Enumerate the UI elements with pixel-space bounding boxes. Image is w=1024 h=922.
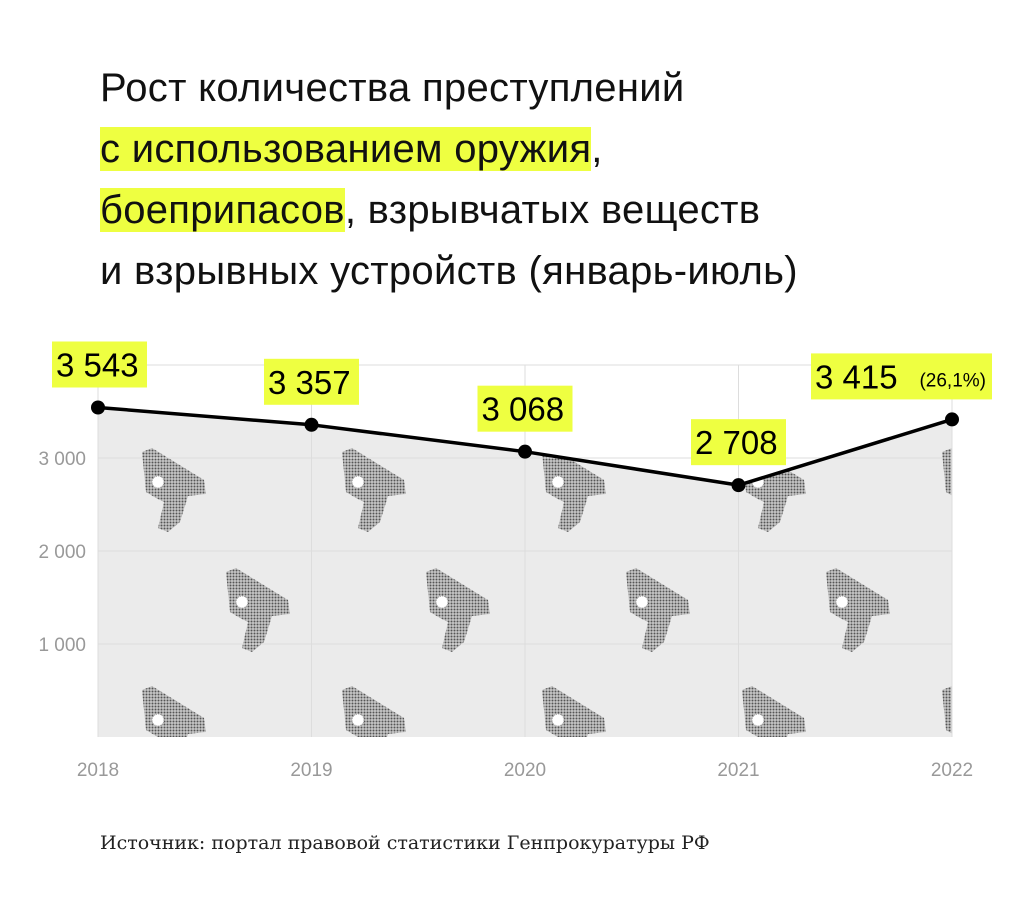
y-tick-label: 1 000	[38, 635, 86, 656]
data-point	[91, 400, 105, 415]
x-tick-label: 2019	[290, 760, 332, 781]
title-highlight: боеприпасов	[100, 188, 345, 232]
pistol-trigger-icon	[151, 475, 165, 489]
data-label-background	[52, 341, 147, 388]
pistol-trigger-icon	[435, 595, 449, 609]
pistol-trigger-icon	[151, 713, 165, 727]
pistol-trigger-icon	[235, 595, 249, 609]
title-text: Рост количества преступлений	[100, 66, 685, 110]
pistol-icon	[742, 686, 806, 737]
pistol-icon	[342, 448, 406, 532]
pistol-icon	[542, 448, 606, 532]
pistol-trigger-icon	[351, 713, 365, 727]
data-label: 3 415	[815, 358, 898, 395]
data-label-background	[811, 353, 992, 400]
pistol-trigger-icon	[951, 475, 952, 489]
data-label: 3 068	[482, 391, 565, 428]
pistol-icon	[542, 686, 606, 737]
source-note: Источник: портал правовой статистики Ген…	[100, 832, 710, 854]
x-tick-label: 2021	[717, 760, 759, 781]
pistol-trigger-icon	[351, 475, 365, 489]
data-point	[945, 412, 959, 427]
data-label: 2 708	[695, 424, 778, 461]
y-tick-label: 2 000	[38, 542, 86, 563]
pistol-trigger-icon	[551, 475, 565, 489]
title-text: и взрывных устройств (январь-июль)	[100, 249, 798, 293]
chart-title: Рост количества преступлений с использова…	[100, 58, 798, 302]
y-tick-label: 3 000	[38, 449, 86, 470]
data-point	[518, 444, 532, 459]
data-label-background	[264, 358, 359, 405]
change-annotation: (26,1%)	[919, 370, 986, 391]
pistol-trigger-icon	[951, 713, 952, 727]
pistol-icon	[142, 686, 206, 737]
data-label: 3 357	[268, 364, 351, 401]
title-highlight: с использованием оружия	[100, 127, 592, 171]
x-tick-label: 2018	[77, 760, 119, 781]
pistol-icon	[826, 568, 890, 652]
data-label-background	[691, 419, 786, 466]
data-label-background	[477, 385, 573, 432]
pistol-icon	[342, 686, 406, 737]
pistol-trigger-icon	[835, 595, 849, 609]
pistol-icon	[626, 568, 690, 652]
data-point	[731, 478, 746, 493]
pistol-trigger-icon	[635, 595, 649, 609]
data-label: 3 543	[56, 347, 139, 384]
x-tick-label: 2020	[504, 760, 546, 781]
pistol-trigger-icon	[751, 713, 765, 727]
title-text: , взрывчатых веществ	[344, 188, 761, 232]
data-point	[304, 417, 319, 432]
x-tick-label: 2022	[931, 760, 973, 781]
pistol-icon	[426, 568, 490, 652]
pistol-icon	[142, 448, 206, 532]
pistol-icon	[226, 568, 290, 652]
pistol-trigger-icon	[551, 713, 565, 727]
title-text: ,	[591, 127, 603, 171]
